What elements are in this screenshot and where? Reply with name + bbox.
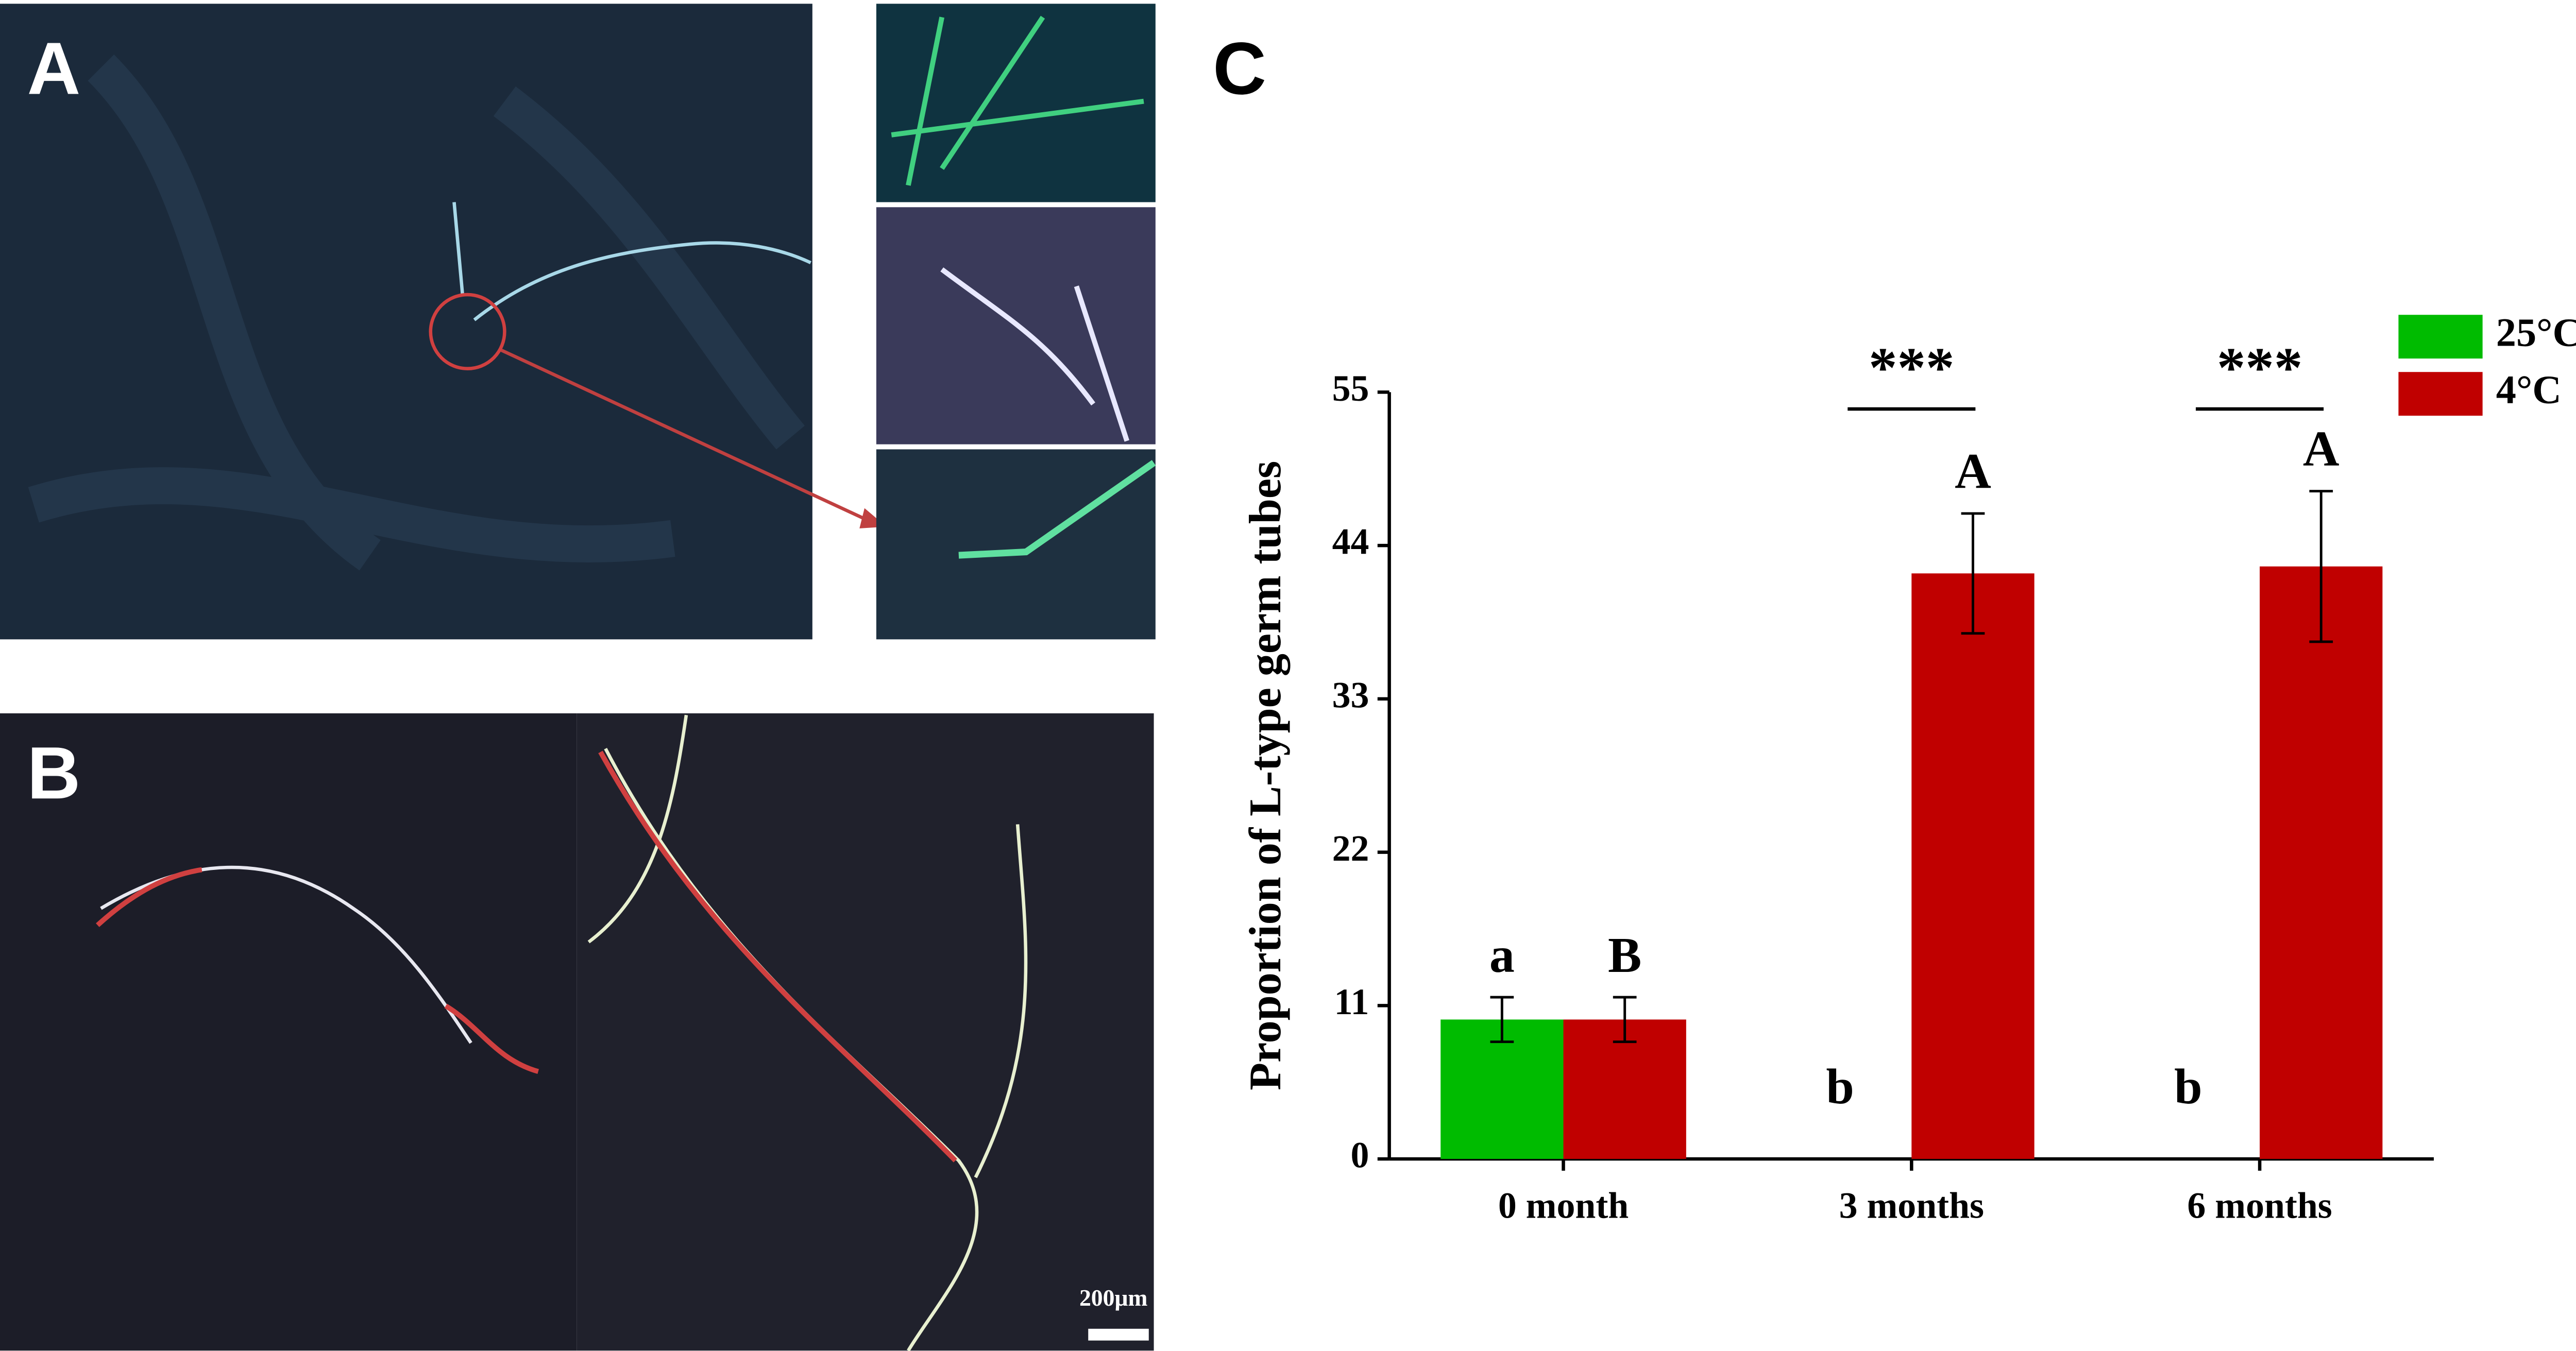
x-tick-label: 0 month [1498,1185,1629,1226]
bar [1911,573,2035,1159]
significance-letter: b [1826,1059,1854,1115]
background-texture [28,54,805,571]
trace [598,750,957,1162]
significance-letter: b [2174,1059,2202,1115]
significance-letter: a [1489,928,1515,983]
legend-label: 25°C [2496,310,2576,355]
panel-label: B [27,732,81,814]
y-tick-label: 22 [1332,828,1369,869]
significance-letter: A [1955,444,1991,500]
panel-label: C [1213,27,1266,110]
y-tick-label: 55 [1332,368,1369,409]
scale-bar-label: 200μm [1079,1285,1148,1311]
hypha [452,202,811,321]
x-tick-label: 6 months [2187,1185,2332,1226]
significance-letter: B [1608,928,1641,983]
y-tick-label: 33 [1332,674,1369,715]
micrograph [0,713,577,1351]
bar [2260,566,2383,1159]
trace [96,867,539,1074]
y-tick-label: 11 [1334,981,1369,1022]
x-tick-label: 3 months [1839,1185,1984,1226]
hypha [958,460,1156,559]
legend-label: 4°C [2496,367,2562,412]
y-tick-label: 44 [1332,521,1369,562]
micrograph-inset [876,449,1156,640]
arrow [500,348,879,527]
significance-letter: A [2303,421,2340,477]
panel-label: A [27,27,81,110]
highlight-circle [429,293,506,370]
micrograph [577,713,1154,1351]
legend-swatch [2398,315,2483,359]
hypha [891,15,1144,186]
hypha [940,267,1129,442]
legend-swatch [2398,372,2483,416]
y-tick-label: 0 [1351,1135,1369,1176]
significance-stars: *** [1869,336,1954,400]
y-axis-title: Proportion of L-type germ tubes [1240,461,1291,1090]
scale-bar [1088,1328,1149,1341]
significance-stars: *** [2217,336,2302,400]
